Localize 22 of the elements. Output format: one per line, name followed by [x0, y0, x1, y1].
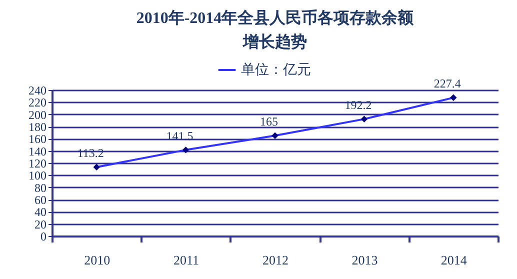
legend-label: 单位：亿元	[241, 62, 311, 78]
x-tick-label: 2013	[352, 252, 378, 268]
y-tick-label: 140	[28, 144, 46, 158]
y-tick-label: 180	[28, 120, 46, 134]
y-tick-label: 80	[34, 180, 46, 195]
y-tick-label: 100	[28, 168, 46, 183]
y-tick-label: 40	[34, 205, 46, 220]
x-tick-label: 2010	[84, 252, 110, 268]
x-tick-label: 2011	[174, 252, 200, 268]
y-tick-label: 60	[34, 193, 46, 207]
y-tick-label: 120	[28, 156, 46, 170]
x-tick-label: 2012	[262, 252, 288, 268]
x-tick-label: 2014	[440, 252, 468, 268]
data-label: 165	[260, 114, 278, 129]
chart-title: 2010年-2014年全县人民币各项存款余额增长趋势	[136, 9, 415, 51]
y-tick-label: 200	[28, 108, 46, 122]
y-tick-label: 0	[40, 230, 46, 244]
y-tick-label: 220	[28, 96, 46, 110]
data-label: 227.4	[434, 76, 461, 91]
y-tick-label: 240	[28, 84, 46, 98]
y-tick-label: 20	[34, 217, 46, 232]
y-tick-label: 160	[28, 132, 46, 146]
